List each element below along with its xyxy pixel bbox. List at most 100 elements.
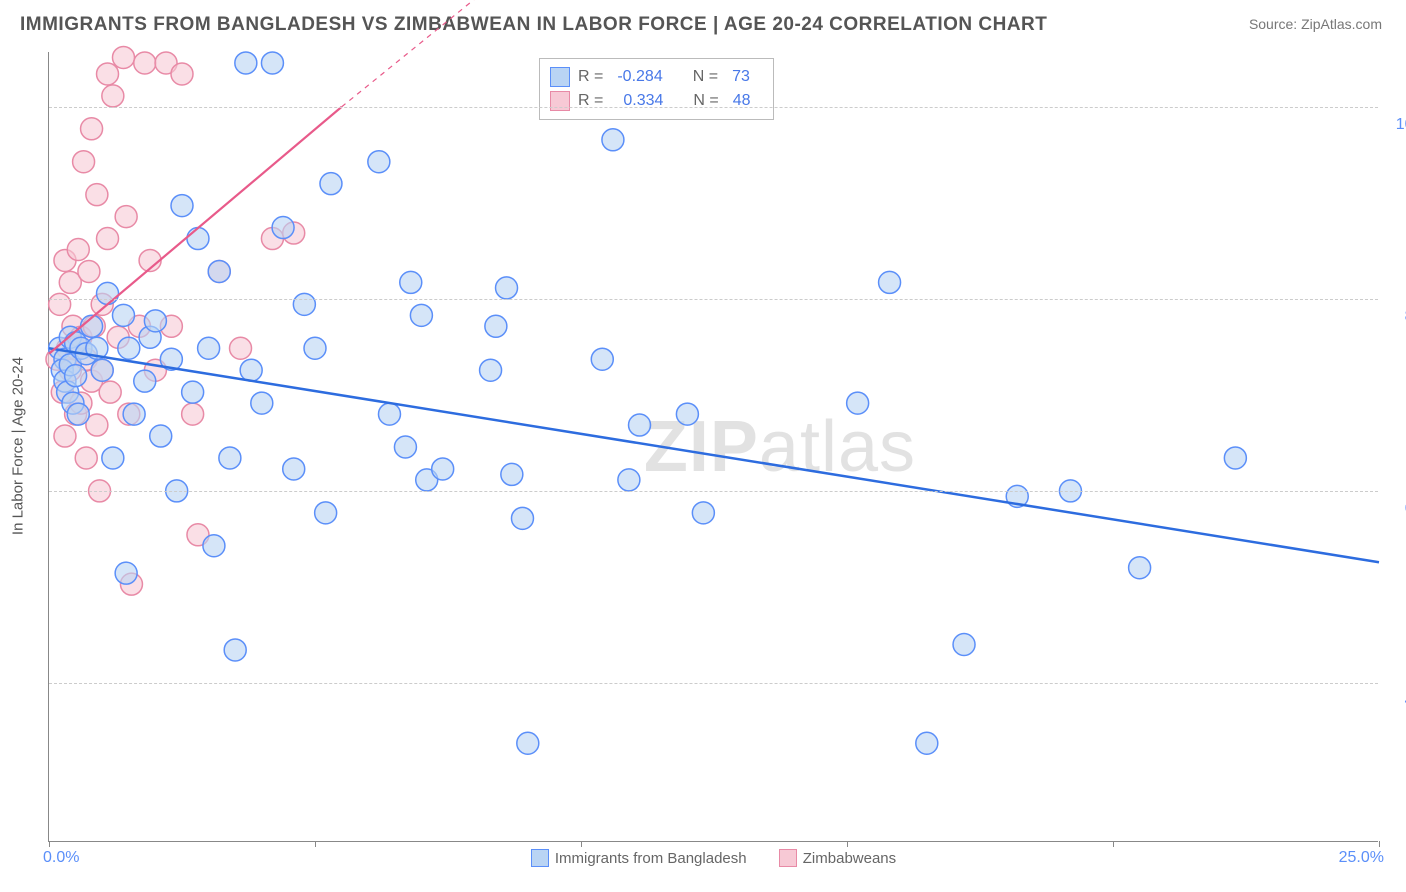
- zimbabwe-point: [112, 46, 134, 68]
- legend-item-bangladesh: Immigrants from Bangladesh: [531, 849, 747, 867]
- bangladesh-point: [102, 447, 124, 469]
- bangladesh-point: [304, 337, 326, 359]
- zimbabwe-point: [171, 63, 193, 85]
- y-tick-label: 82.5%: [1390, 308, 1406, 326]
- bangladesh-point: [293, 293, 315, 315]
- bangladesh-point: [432, 458, 454, 480]
- zimbabwe-point: [73, 151, 95, 173]
- chart-title: IMMIGRANTS FROM BANGLADESH VS ZIMBABWEAN…: [20, 14, 1047, 36]
- zimbabwe-point: [49, 293, 71, 315]
- gridline: [49, 683, 1378, 684]
- zimbabwe-point: [102, 85, 124, 107]
- bangladesh-point: [208, 260, 230, 282]
- bangladesh-point: [368, 151, 390, 173]
- zimbabwe-point: [54, 425, 76, 447]
- x-tick: [315, 841, 316, 847]
- bangladesh-point: [1224, 447, 1246, 469]
- legend-row-a: R = -0.284 N = 73: [550, 65, 757, 89]
- zimbabwe-point: [97, 228, 119, 250]
- legend-swatch-pink: [550, 91, 570, 111]
- bangladesh-point: [118, 337, 140, 359]
- bangladesh-point: [676, 403, 698, 425]
- bangladesh-point: [320, 173, 342, 195]
- trend-line-bangladesh: [49, 348, 1379, 562]
- bangladesh-point: [315, 502, 337, 524]
- zimbabwe-point: [134, 52, 156, 74]
- bangladesh-point: [485, 315, 507, 337]
- bangladesh-point: [198, 337, 220, 359]
- legend-correlation-box: R = -0.284 N = 73 R = 0.334 N = 48: [539, 58, 774, 120]
- bangladesh-point: [629, 414, 651, 436]
- bangladesh-point: [187, 228, 209, 250]
- legend-bottom: Immigrants from Bangladesh Zimbabweans: [49, 849, 1378, 871]
- bangladesh-point: [219, 447, 241, 469]
- bangladesh-point: [1129, 557, 1151, 579]
- bangladesh-point: [496, 277, 518, 299]
- y-axis-label: In Labor Force | Age 20-24: [10, 357, 27, 535]
- gridline: [49, 491, 1378, 492]
- bangladesh-point: [272, 217, 294, 239]
- bangladesh-point: [123, 403, 145, 425]
- bangladesh-point: [91, 359, 113, 381]
- bangladesh-point: [283, 458, 305, 480]
- zimbabwe-point: [75, 447, 97, 469]
- zimbabwe-point: [115, 206, 137, 228]
- zimbabwe-point: [97, 63, 119, 85]
- plot-area: ZIPatlas R = -0.284 N = 73 R = 0.334 N =…: [48, 52, 1378, 842]
- bangladesh-point: [235, 52, 257, 74]
- chart-container: IMMIGRANTS FROM BANGLADESH VS ZIMBABWEAN…: [0, 0, 1406, 892]
- bangladesh-point: [394, 436, 416, 458]
- x-label-right: 25.0%: [1339, 849, 1384, 867]
- bangladesh-point: [517, 732, 539, 754]
- legend-swatch-blue: [550, 67, 570, 87]
- bangladesh-point: [144, 310, 166, 332]
- bangladesh-point: [410, 304, 432, 326]
- bangladesh-point: [150, 425, 172, 447]
- bangladesh-point: [618, 469, 640, 491]
- y-tick-label: 47.5%: [1390, 692, 1406, 710]
- zimbabwe-point: [230, 337, 252, 359]
- bangladesh-point: [501, 463, 523, 485]
- x-tick: [847, 841, 848, 847]
- bangladesh-point: [953, 634, 975, 656]
- legend-item-zimbabwe: Zimbabweans: [779, 849, 896, 867]
- bangladesh-point: [65, 365, 87, 387]
- bangladesh-point: [224, 639, 246, 661]
- bangladesh-point: [847, 392, 869, 414]
- gridline: [49, 107, 1378, 108]
- bangladesh-point: [591, 348, 613, 370]
- bangladesh-point: [115, 562, 137, 584]
- bangladesh-point: [240, 359, 262, 381]
- bangladesh-point: [511, 507, 533, 529]
- bangladesh-point: [378, 403, 400, 425]
- zimbabwe-point: [81, 118, 103, 140]
- plot-svg: [49, 52, 1378, 841]
- bangladesh-point: [182, 381, 204, 403]
- x-tick: [1113, 841, 1114, 847]
- zimbabwe-point: [67, 239, 89, 261]
- zimbabwe-point: [78, 260, 100, 282]
- zimbabwe-point: [99, 381, 121, 403]
- y-tick-label: 65.0%: [1390, 500, 1406, 518]
- bangladesh-point: [916, 732, 938, 754]
- bangladesh-point: [112, 304, 134, 326]
- bangladesh-point: [400, 271, 422, 293]
- bangladesh-point: [602, 129, 624, 151]
- source-label: Source: ZipAtlas.com: [1249, 16, 1382, 32]
- bangladesh-point: [692, 502, 714, 524]
- bangladesh-point: [480, 359, 502, 381]
- bangladesh-point: [171, 195, 193, 217]
- x-label-left: 0.0%: [43, 849, 79, 867]
- legend-swatch-pink-icon: [779, 849, 797, 867]
- bangladesh-point: [134, 370, 156, 392]
- y-tick-label: 100.0%: [1390, 116, 1406, 134]
- bangladesh-point: [97, 282, 119, 304]
- bangladesh-point: [261, 52, 283, 74]
- gridline: [49, 299, 1378, 300]
- bangladesh-point: [67, 403, 89, 425]
- zimbabwe-point: [182, 403, 204, 425]
- zimbabwe-point: [86, 184, 108, 206]
- x-tick: [581, 841, 582, 847]
- x-tick: [1379, 841, 1380, 847]
- legend-row-b: R = 0.334 N = 48: [550, 89, 757, 113]
